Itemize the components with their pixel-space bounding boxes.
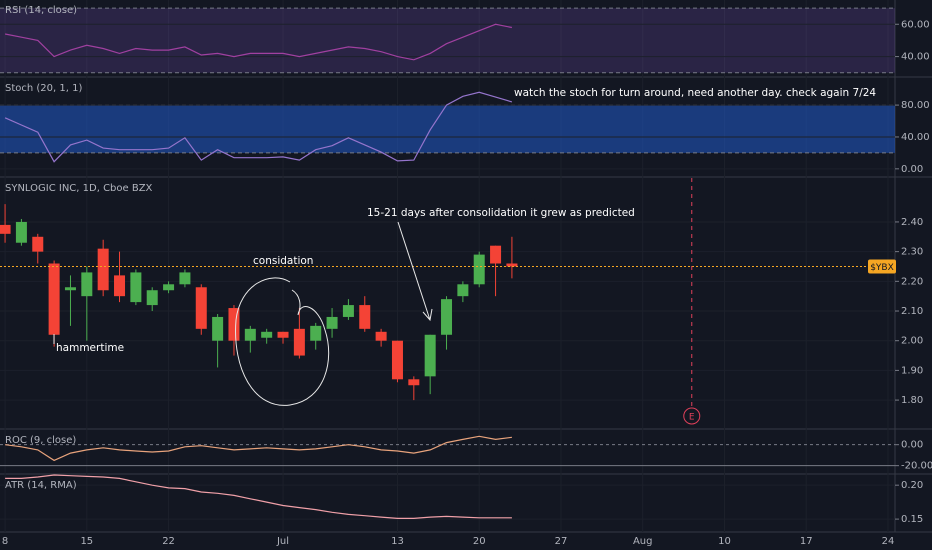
price-tag-label: $YBX: [870, 263, 894, 273]
earnings-marker: [683, 407, 701, 425]
candle-body: [114, 275, 126, 297]
candle-body: [15, 221, 27, 243]
indicator-line: [5, 474, 512, 519]
y-tick-label: 2.00: [901, 336, 923, 347]
candle-body: [32, 236, 44, 252]
candle-body: [97, 248, 109, 291]
y-tick-label: 1.80: [901, 395, 923, 406]
y-tick-label: 2.40: [901, 217, 923, 228]
y-tick-label: 40.00: [901, 52, 930, 63]
price-tag: [868, 259, 896, 274]
x-tick-label: 17: [800, 536, 813, 547]
candle-body: [293, 328, 305, 356]
band: [0, 105, 895, 153]
candle-body: [195, 287, 207, 329]
candle-body: [130, 272, 142, 303]
x-tick-label: 8: [2, 536, 8, 547]
candle-body: [244, 328, 256, 341]
candle-body: [228, 308, 240, 341]
x-tick-label: 10: [718, 536, 731, 547]
y-tick-label: 80.00: [901, 100, 930, 111]
x-tick-label: 13: [391, 536, 404, 547]
candle-body: [81, 272, 93, 297]
candle-body: [261, 331, 273, 338]
candle-body: [473, 254, 485, 285]
band: [0, 8, 895, 73]
candle-body: [424, 334, 436, 377]
panel-title: Stoch (20, 1, 1): [5, 83, 82, 94]
y-tick-label: 0.00: [901, 440, 923, 451]
x-tick-label: Aug: [633, 536, 653, 547]
candle-body: [146, 290, 158, 306]
arrow: [397, 221, 433, 322]
x-tick-label: 24: [882, 536, 895, 547]
candle-body: [64, 287, 76, 291]
candle-body: [441, 299, 453, 335]
y-tick-label: 2.20: [901, 276, 923, 287]
earnings-label: E: [689, 413, 695, 423]
y-tick-label: 40.00: [901, 132, 930, 143]
candle-body: [359, 305, 371, 329]
indicator-line: [4, 91, 513, 163]
candle-body: [277, 331, 289, 338]
candle-body: [408, 379, 420, 386]
panel-title: SYNLOGIC INC, 1D, Cboe BZX: [5, 183, 153, 194]
indicator-line: [5, 435, 512, 462]
y-tick-label: 60.00: [901, 19, 930, 30]
candle-body: [163, 284, 175, 291]
panel-title: RSI (14, close): [5, 5, 77, 16]
panel-title: ATR (14, RMA): [5, 480, 77, 491]
candle-body: [0, 224, 11, 234]
annotation: 15-21 days after consolidation it grew a…: [367, 207, 635, 219]
candle-body: [506, 263, 518, 267]
y-tick-label: -20.00: [901, 461, 932, 472]
y-tick-label: 2.10: [901, 306, 923, 317]
candle-body: [490, 245, 502, 264]
x-tick-label: Jul: [276, 536, 289, 547]
candle-body: [457, 284, 469, 297]
candle-body: [179, 272, 191, 285]
candle-body: [212, 316, 224, 341]
indicator-line: [4, 23, 513, 61]
x-tick-label: 15: [80, 536, 93, 547]
annotation: hammertime: [56, 342, 124, 354]
candle-body: [48, 263, 60, 335]
candle-body: [342, 305, 354, 317]
candle-body: [326, 316, 338, 329]
candle-body: [375, 331, 387, 341]
annotation: considation: [253, 255, 313, 267]
candle-body: [391, 340, 403, 380]
y-tick-label: 2.30: [901, 247, 923, 258]
y-tick-label: 0.20: [901, 480, 923, 491]
x-tick-label: 22: [162, 536, 175, 547]
x-tick-label: 20: [473, 536, 486, 547]
y-tick-label: 0.00: [901, 164, 923, 175]
candle-body: [310, 325, 322, 341]
y-tick-label: 0.15: [901, 514, 923, 525]
consolidation-circle: [235, 277, 330, 406]
y-tick-label: 1.90: [901, 365, 923, 376]
annotation: watch the stoch for turn around, need an…: [514, 87, 876, 99]
panel-title: ROC (9, close): [5, 435, 76, 446]
x-tick-label: 27: [555, 536, 568, 547]
